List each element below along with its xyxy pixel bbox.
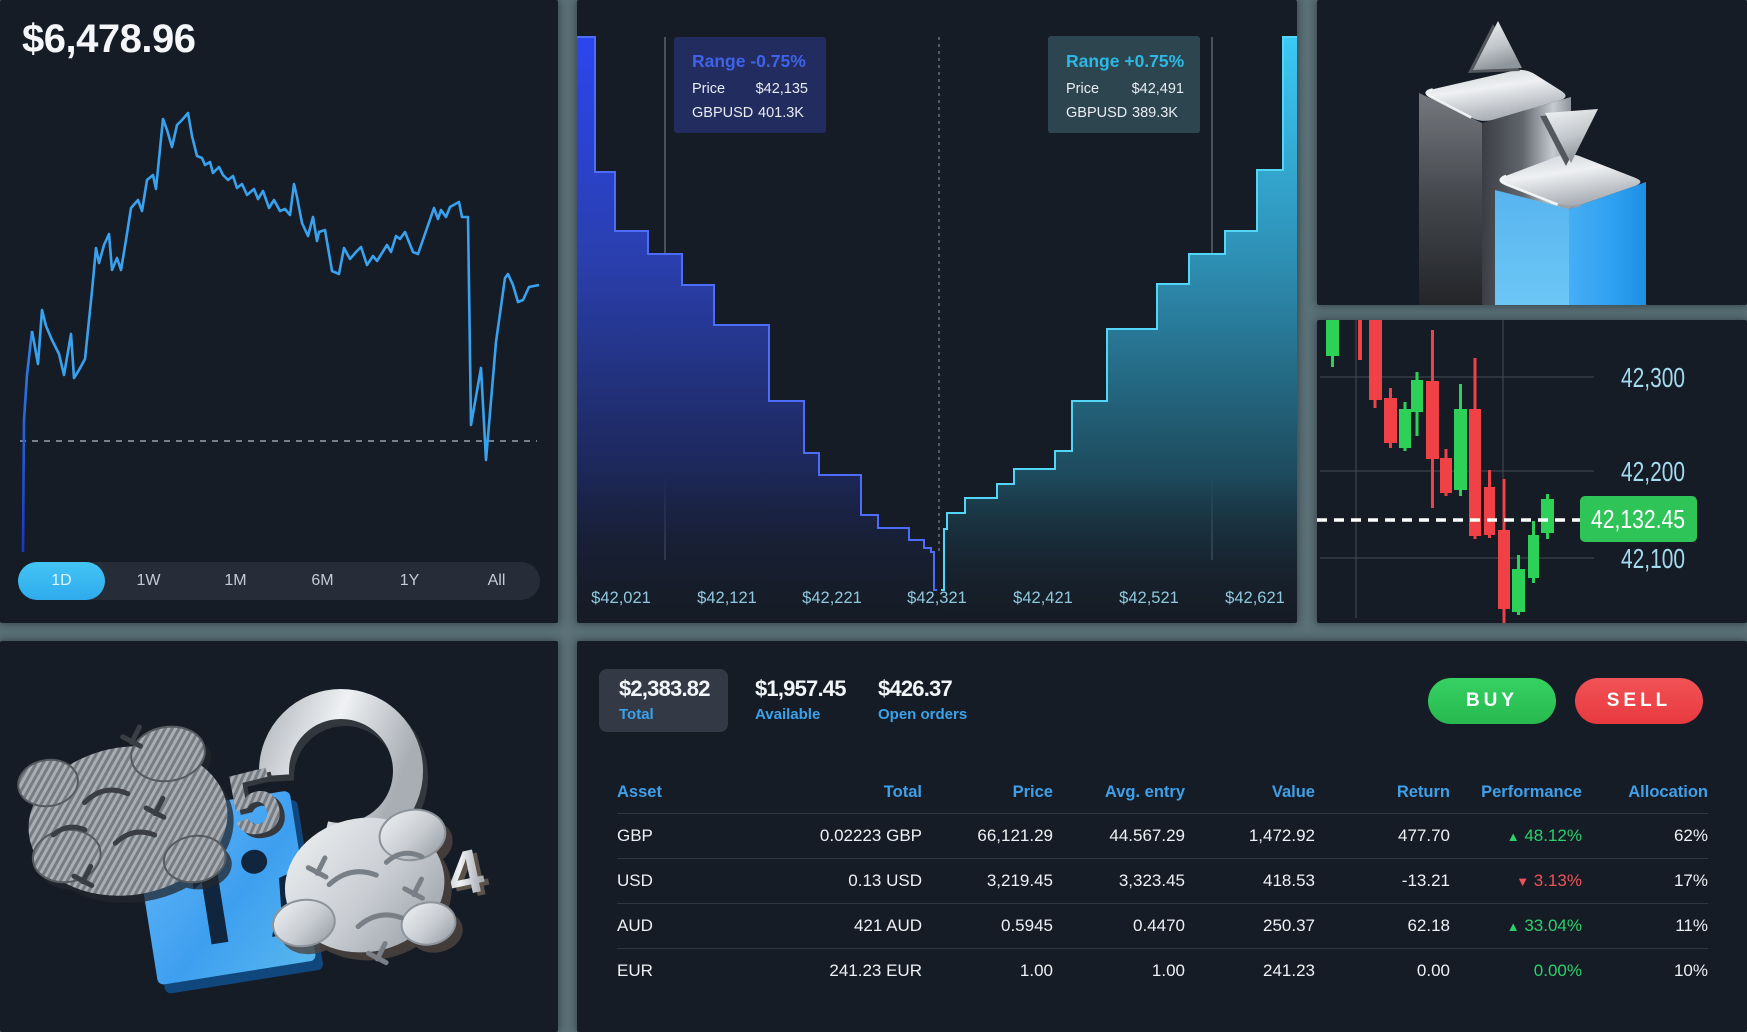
svg-text:$42,621: $42,621 xyxy=(1225,589,1285,607)
svg-text:$42,421: $42,421 xyxy=(1013,589,1073,607)
svg-text:42,300: 42,300 xyxy=(1621,362,1685,393)
svg-text:$42,021: $42,021 xyxy=(591,589,651,607)
svg-text:42,100: 42,100 xyxy=(1621,543,1685,574)
svg-text:$42,521: $42,521 xyxy=(1119,589,1179,607)
svg-text:42,200: 42,200 xyxy=(1621,456,1685,487)
svg-text:$42,321: $42,321 xyxy=(907,589,967,607)
svg-text:$42,121: $42,121 xyxy=(697,589,757,607)
svg-text:42,132.45: 42,132.45 xyxy=(1591,504,1685,534)
svg-text:$42,221: $42,221 xyxy=(802,589,862,607)
